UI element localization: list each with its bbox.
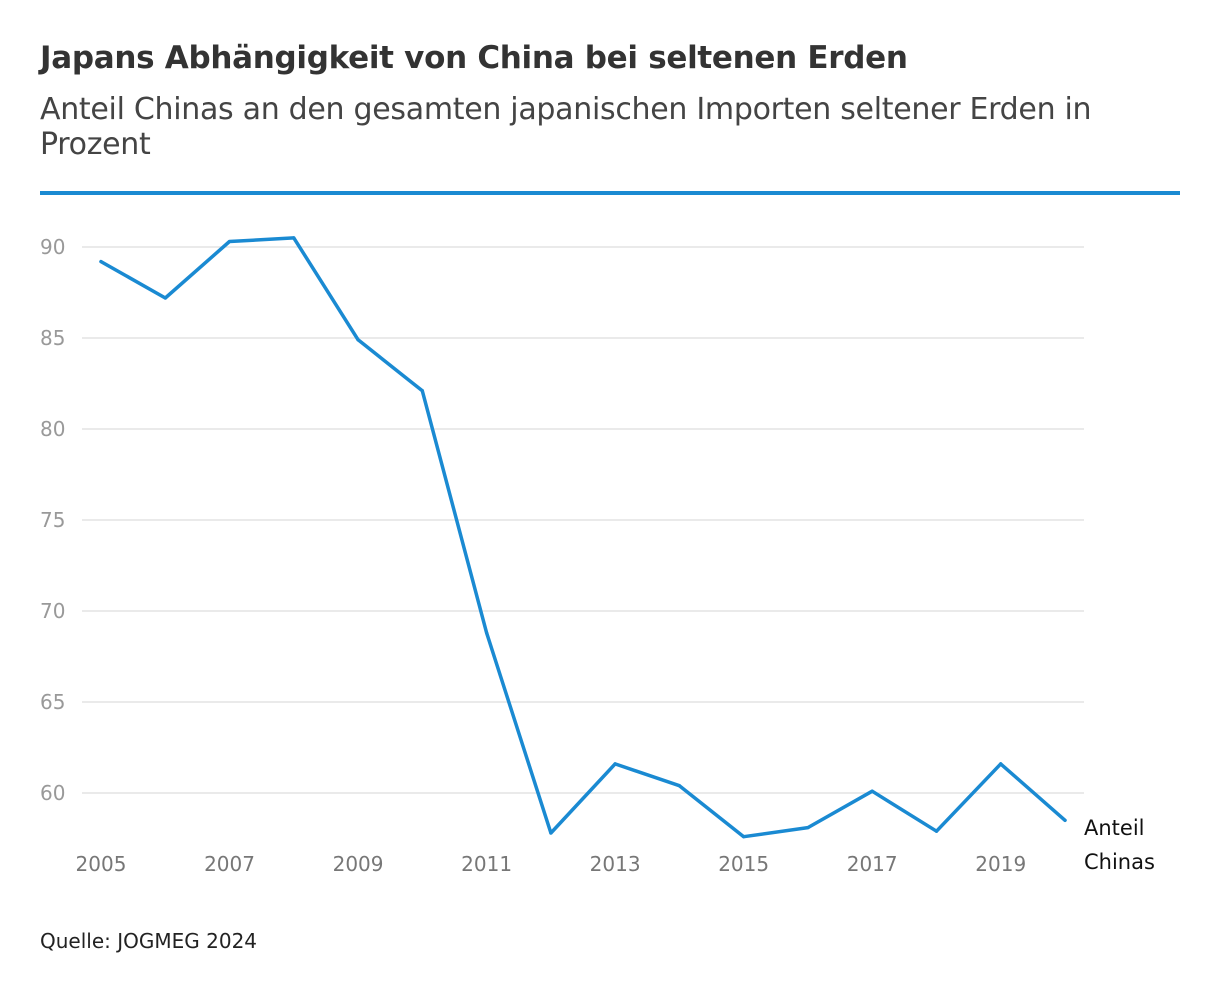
x-tick-label: 2005 [76, 852, 127, 876]
header-rule [40, 191, 1180, 195]
data-point [99, 259, 103, 264]
x-tick-label: 2015 [718, 852, 769, 876]
series-label-group: Anteil Chinas [1084, 816, 1155, 874]
series-label: Chinas [1084, 850, 1155, 874]
x-tick-label: 2011 [461, 852, 512, 876]
y-tick-label: 70 [40, 599, 65, 623]
data-point [742, 835, 746, 839]
data-point [227, 239, 232, 244]
data-point [292, 236, 296, 240]
x-tick-label: 2019 [975, 852, 1026, 876]
chart-subtitle: Anteil Chinas an den gesamten japanische… [40, 92, 1092, 162]
data-point [549, 831, 553, 835]
source-note: Quelle: JOGMEG 2024 [40, 929, 258, 953]
y-tick-label: 85 [40, 326, 65, 350]
gridlines [82, 246, 1084, 794]
data-point [613, 762, 617, 766]
y-axis-ticks: 60 65 70 75 80 85 90 [40, 235, 65, 805]
y-tick-label: 75 [40, 508, 65, 532]
x-axis-ticks: 2005 2007 2009 2011 2013 2015 2017 2019 [76, 852, 1027, 876]
data-point [485, 631, 489, 635]
chart-title: Japans Abhängigkeit von China bei selten… [40, 40, 908, 76]
x-tick-label: 2007 [204, 852, 255, 876]
data-point [999, 762, 1003, 766]
data-point [934, 829, 939, 833]
data-point [806, 825, 810, 830]
x-tick-label: 2013 [590, 852, 641, 876]
y-tick-label: 80 [40, 417, 65, 441]
data-point [163, 296, 167, 300]
series-line [99, 236, 1067, 839]
y-tick-label: 60 [40, 781, 65, 805]
data-point [870, 789, 874, 793]
x-tick-label: 2017 [847, 852, 898, 876]
data-point [420, 389, 424, 393]
data-point [356, 338, 360, 342]
series-group [99, 236, 1067, 839]
data-point [1063, 818, 1067, 822]
x-tick-label: 2009 [333, 852, 384, 876]
y-tick-label: 65 [40, 690, 65, 714]
series-label: Anteil [1084, 816, 1145, 840]
y-tick-label: 90 [40, 235, 65, 259]
data-point [677, 784, 682, 788]
